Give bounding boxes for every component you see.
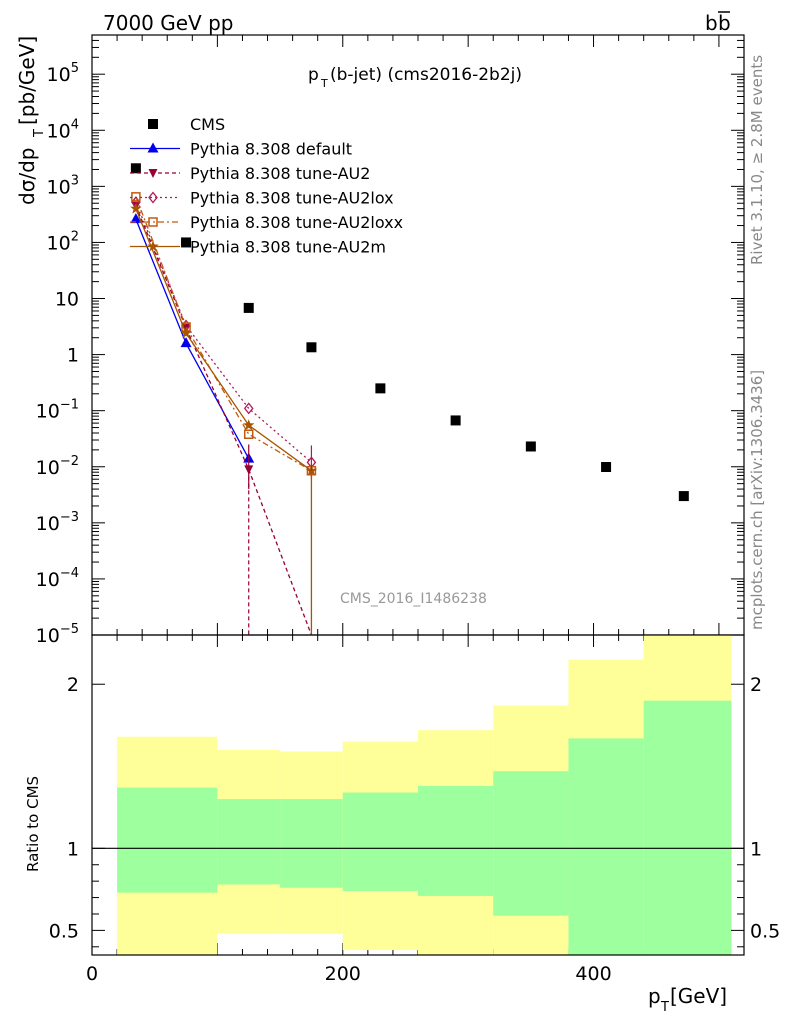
svg-text:b: b [718,11,731,35]
svg-text:p: p [648,984,661,1008]
svg-text:T: T [32,129,47,138]
x-tick-label: 200 [325,963,361,985]
ratio-band-inner-2 [280,799,343,888]
cms-data-point [375,383,386,394]
ratio-band-inner-4 [418,785,494,896]
rivet-version-label: Rivet 3.1.10, ≥ 2.8M events [748,55,766,265]
ratio-y-tick-label-right: 0.5 [750,920,780,942]
ratio-plot-area: 0 200 400 0.5 0.5 1 1 2 2 [49,634,780,985]
legend-marker-4 [148,217,158,227]
ratio-y-tick-label-left: 0.5 [49,920,79,942]
ratio-y-tick-label-left: 1 [67,838,79,860]
series-point-3 [243,402,254,415]
series-line-4 [135,196,312,472]
mcplots-url-label: mcplots.cern.ch [arXiv:1306.3436] [748,370,766,630]
legend-marker-0 [148,119,158,129]
legend-marker-5 [147,240,159,252]
series-point-5 [180,327,192,339]
y-tick-label: 10−5 [36,622,79,647]
series-line-3 [135,202,312,463]
cms-data-point [525,441,536,452]
ratio-frame [91,634,745,956]
ratio-band-inner-7 [643,700,732,955]
ratio-y-tick-label-right: 2 [750,674,762,696]
ratio-band-inner-1 [217,799,281,885]
cms-data-point [181,237,192,248]
cms-data-point [130,163,141,174]
y-tick-label: 105 [47,61,79,86]
series-point-4 [243,429,254,439]
cms-data-point [678,491,689,502]
svg-text:[GeV]: [GeV] [670,984,727,1008]
analysis-watermark: CMS_2016_I1486238 [340,591,487,607]
ratio-band-inner-6 [568,738,644,955]
svg-text:[pb/GeV]: [pb/GeV] [15,36,39,125]
svg-text:b: b [705,11,718,35]
legend-label-0: CMS [190,115,225,134]
ratio-band-inner-3 [342,792,418,891]
main-y-axis-label: dσ/dp T [pb/GeV] [15,36,47,205]
legend-label-4: Pythia 8.308 tune-AU2loxx [190,213,403,232]
y-tick-label: 10−2 [36,454,79,479]
series-line-5 [135,208,312,472]
ratio-y-tick-label-left: 2 [67,674,79,696]
cms-data-point [601,462,612,473]
x-axis-label: p T [GeV] [648,984,727,1015]
y-tick-label: 10 [55,289,79,311]
legend-marker-2 [148,169,158,178]
svg-text:p: p [308,65,319,85]
ratio-y-axis-label: Ratio to CMS [24,776,42,872]
process-label: b b [705,11,731,35]
series-point-5 [243,419,255,431]
cms-data-point [243,302,254,313]
legend-label-5: Pythia 8.308 tune-AU2m [190,238,386,257]
svg-text:T: T [320,77,328,90]
y-tick-label: 1 [67,345,79,367]
legend-label-1: Pythia 8.308 default [190,140,352,159]
y-tick-label: 10−3 [36,510,79,535]
legend-label-2: Pythia 8.308 tune-AU2 [190,164,370,183]
energy-label: 7000 GeV pp [103,11,234,35]
ratio-band-inner-0 [117,787,218,893]
ratio-band-inner-5 [493,771,569,916]
series-line-2 [135,205,313,636]
cms-data-point [306,342,317,353]
svg-text:dσ/dp: dσ/dp [15,148,39,206]
legend-marker-3 [148,191,158,204]
series-point-5 [130,202,142,214]
ratio-y-tick-label-right: 1 [750,838,762,860]
svg-text:(b-jet) (cms2016-2b2j): (b-jet) (cms2016-2b2j) [330,65,522,85]
y-tick-label: 10−4 [36,566,79,591]
x-tick-label: 0 [86,963,98,985]
svg-text:T: T [660,1000,669,1015]
cms-data-point [450,415,461,426]
series-point-1 [130,213,142,224]
series-point-1 [180,337,192,348]
legend-marker-1 [147,142,159,153]
x-tick-label: 400 [575,963,611,985]
y-tick-label: 102 [47,229,79,254]
y-tick-label: 103 [47,173,79,198]
legend-label-3: Pythia 8.308 tune-AU2lox [190,189,394,208]
y-tick-label: 104 [47,117,79,142]
y-tick-label: 10−1 [36,398,79,423]
main-plot-title: p T (b-jet) (cms2016-2b2j) [308,65,522,90]
legend: CMS Pythia 8.308 default Pythia 8.308 tune… [130,115,403,257]
